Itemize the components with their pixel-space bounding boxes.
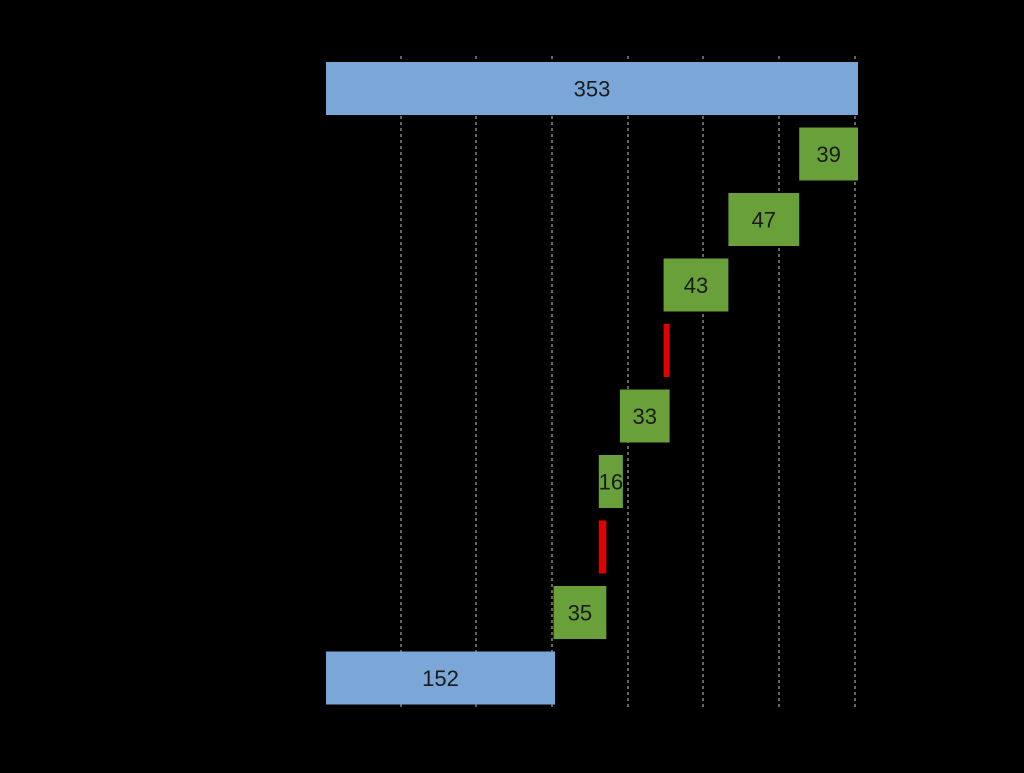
bar-9-increase	[553, 586, 607, 639]
bar-7-value-label: 16	[599, 470, 623, 495]
bars	[326, 62, 858, 705]
bar-5-decrease	[663, 324, 670, 377]
bar-10-total	[326, 651, 556, 705]
bar-8-decrease	[598, 520, 607, 574]
bar-2-value-label: 39	[816, 142, 840, 167]
data-labels: 353 39 47 43 33 16 35 152	[422, 77, 841, 692]
bar-6-value-label: 33	[633, 404, 657, 429]
bar-1-value-label: 353	[574, 77, 611, 102]
bar-1-total	[326, 62, 858, 115]
bar-3-value-label: 47	[752, 208, 776, 233]
bar-3-increase	[728, 193, 800, 246]
bar-7-increase	[598, 455, 623, 508]
gridlines	[400, 56, 856, 708]
bar-4-value-label: 43	[684, 273, 708, 298]
bar-10-value-label: 152	[422, 666, 459, 691]
bar-4-increase	[663, 258, 729, 312]
bar-2-increase	[799, 127, 858, 181]
bar-6-increase	[619, 389, 670, 443]
bar-9-value-label: 35	[568, 601, 592, 626]
